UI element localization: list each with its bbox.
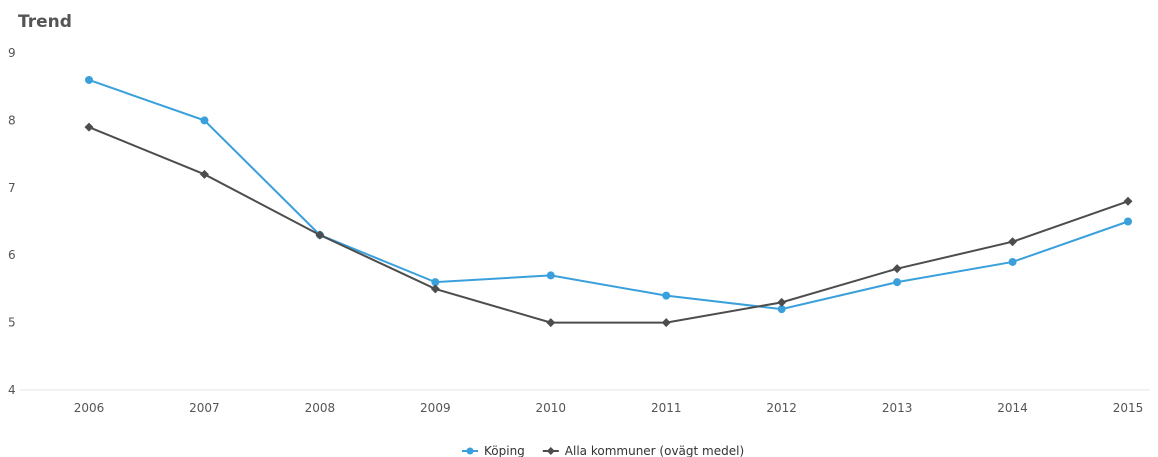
x-tick-label: 2010: [536, 401, 567, 415]
x-tick-label: 2011: [651, 401, 682, 415]
data-point[interactable]: [1124, 197, 1133, 206]
data-point[interactable]: [1124, 218, 1132, 226]
legend-label: Alla kommuner (ovägt medel): [565, 444, 744, 457]
data-point[interactable]: [662, 292, 670, 300]
y-tick-label: 6: [8, 248, 16, 262]
data-point[interactable]: [547, 271, 555, 279]
legend-marker: [467, 448, 474, 455]
y-tick-label: 4: [8, 383, 16, 397]
x-tick-label: 2013: [882, 401, 913, 415]
data-point[interactable]: [200, 116, 208, 124]
data-point[interactable]: [85, 76, 93, 84]
data-point[interactable]: [893, 278, 901, 286]
x-tick-label: 2006: [74, 401, 105, 415]
x-tick-label: 2015: [1113, 401, 1144, 415]
data-point[interactable]: [431, 284, 440, 293]
y-tick-label: 5: [8, 316, 16, 330]
chart-title: Trend: [18, 12, 72, 32]
x-tick-label: 2014: [997, 401, 1028, 415]
data-point[interactable]: [1008, 237, 1017, 246]
x-tick-label: 2008: [305, 401, 336, 415]
data-point[interactable]: [662, 318, 671, 327]
y-tick-label: 7: [8, 181, 16, 195]
series-line: [89, 127, 1128, 322]
legend: Köping Alla kommuner (ovägt medel): [462, 444, 744, 457]
x-tick-label: 2007: [189, 401, 220, 415]
data-point[interactable]: [777, 298, 786, 307]
plot-area: [85, 76, 1133, 327]
y-axis: 4 5 6 7 8 9: [8, 46, 16, 397]
legend-marker: [547, 447, 555, 455]
data-point[interactable]: [546, 318, 555, 327]
data-point[interactable]: [85, 123, 94, 132]
x-axis: 2006 2007 2008 2009 2010 2011 2012 2013 2014 2015: [74, 401, 1144, 415]
x-tick-label: 2009: [420, 401, 451, 415]
data-point[interactable]: [200, 170, 209, 179]
legend-item[interactable]: Köping: [462, 444, 525, 457]
data-point[interactable]: [893, 264, 902, 273]
legend-label: Köping: [484, 444, 525, 457]
x-tick-label: 2012: [766, 401, 797, 415]
data-point[interactable]: [1009, 258, 1017, 266]
y-tick-label: 9: [8, 46, 16, 60]
y-tick-label: 8: [8, 113, 16, 127]
legend-item[interactable]: Alla kommuner (ovägt medel): [543, 444, 744, 457]
